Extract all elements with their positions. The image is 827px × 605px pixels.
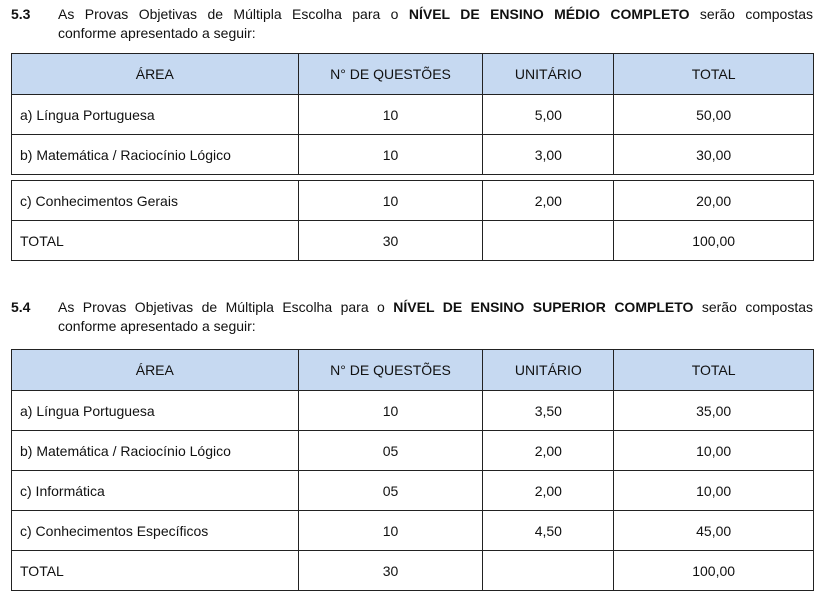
cell-unitario [482, 550, 615, 591]
header-unitario: UNITÁRIO [482, 53, 615, 95]
intro-text-end: serão compostas [693, 299, 814, 315]
table-header: ÁREA N° DE QUESTÕES UNITÁRIO TOTAL [11, 349, 814, 391]
cell-total: 35,00 [613, 390, 814, 431]
header-questoes: N° DE QUESTÕES [297, 349, 484, 391]
cell-questoes: 10 [297, 94, 484, 135]
cell-total: 20,00 [613, 180, 814, 221]
table-row: b) Matemática / Raciocínio Lógico 05 2,00 1… [11, 430, 814, 471]
header-area: ÁREA [11, 53, 299, 95]
cell-questoes: 10 [297, 510, 484, 551]
cell-total: 45,00 [613, 510, 814, 551]
cell-area: c) Informática [11, 470, 299, 511]
cell-questoes: 05 [297, 470, 484, 511]
table-row: c) Informática 05 2,00 10,00 [11, 470, 814, 511]
cell-questoes: 30 [297, 220, 484, 261]
cell-questoes: 10 [297, 134, 484, 175]
section-number: 5.4 [11, 299, 31, 315]
cell-unitario: 4,50 [482, 510, 615, 551]
cell-total: 10,00 [613, 470, 814, 511]
cell-unitario [482, 220, 615, 261]
cell-total: 100,00 [613, 220, 814, 261]
cell-unitario: 3,50 [482, 390, 615, 431]
cell-questoes: 05 [297, 430, 484, 471]
table-row: c) Conhecimentos Específicos 10 4,50 45,00 [11, 510, 814, 551]
table-row-total: TOTAL 30 100,00 [11, 550, 814, 591]
intro-text: As Provas Objetivas de Múltipla Escolha … [58, 6, 409, 22]
cell-area: a) Língua Portuguesa [11, 390, 299, 431]
table-row: a) Língua Portuguesa 10 5,00 50,00 [11, 94, 814, 135]
cell-area: a) Língua Portuguesa [11, 94, 299, 135]
cell-area: b) Matemática / Raciocínio Lógico [11, 430, 299, 471]
table-row: c) Conhecimentos Gerais 10 2,00 20,00 [11, 180, 814, 221]
table-superior: ÁREA N° DE QUESTÕES UNITÁRIO TOTAL a) Lí… [11, 349, 814, 591]
level-label: NÍVEL DE ENSINO MÉDIO COMPLETO [408, 6, 690, 22]
table-row: b) Matemática / Raciocínio Lógico 10 3,00 3… [11, 134, 814, 175]
header-area: ÁREA [11, 349, 299, 391]
cell-total: 100,00 [613, 550, 814, 591]
table-medio: ÁREA N° DE QUESTÕES UNITÁRIO TOTAL a) Lí… [11, 53, 814, 261]
intro-text-end: serão compostas [689, 6, 814, 22]
cell-total: 30,00 [613, 134, 814, 175]
cell-unitario: 5,00 [482, 94, 615, 135]
cell-area: TOTAL [11, 550, 299, 591]
cell-total: 50,00 [613, 94, 814, 135]
table-header: ÁREA N° DE QUESTÕES UNITÁRIO TOTAL [11, 53, 814, 95]
intro-line2: conforme apresentado a seguir: [58, 25, 256, 41]
cell-area: c) Conhecimentos Específicos [11, 510, 299, 551]
header-questoes: N° DE QUESTÕES [297, 53, 484, 95]
cell-area: b) Matemática / Raciocínio Lógico [11, 134, 299, 175]
header-total: TOTAL [613, 349, 814, 391]
cell-area: TOTAL [11, 220, 299, 261]
cell-area: c) Conhecimentos Gerais [11, 180, 299, 221]
intro-line2: conforme apresentado a seguir: [58, 318, 256, 334]
section-5-3-intro: 5.3 As Provas Objetivas de Múltipla Esco… [11, 5, 813, 43]
cell-questoes: 10 [297, 390, 484, 431]
cell-unitario: 2,00 [482, 180, 615, 221]
table-row-total: TOTAL 30 100,00 [11, 220, 814, 261]
header-unitario: UNITÁRIO [482, 349, 615, 391]
cell-unitario: 2,00 [482, 430, 615, 471]
section-5-4-intro: 5.4 As Provas Objetivas de Múltipla Esco… [11, 298, 813, 336]
section-number: 5.3 [11, 6, 31, 22]
cell-unitario: 3,00 [482, 134, 615, 175]
cell-questoes: 10 [297, 180, 484, 221]
header-total: TOTAL [613, 53, 814, 95]
intro-text: As Provas Objetivas de Múltipla Escolha … [58, 299, 394, 315]
cell-total: 10,00 [613, 430, 814, 471]
table-row: a) Língua Portuguesa 10 3,50 35,00 [11, 390, 814, 431]
cell-unitario: 2,00 [482, 470, 615, 511]
cell-questoes: 30 [297, 550, 484, 591]
level-label: NÍVEL DE ENSINO SUPERIOR COMPLETO [393, 299, 694, 315]
